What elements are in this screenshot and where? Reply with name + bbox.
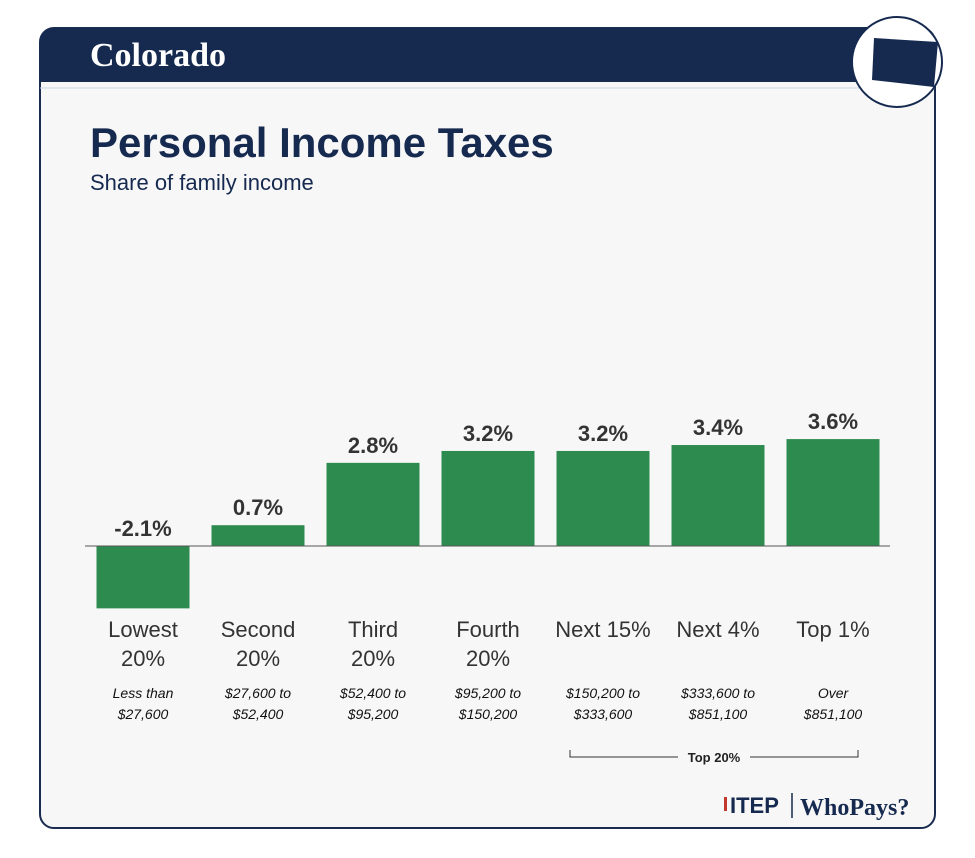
brand: WhoPays? <box>800 795 909 821</box>
state-name: Colorado <box>90 37 226 74</box>
value-label: 2.8% <box>348 433 398 458</box>
category-label: Top 1% <box>796 617 870 642</box>
group-label: Top 20% <box>688 750 741 765</box>
category-label: Third 20% <box>347 617 399 671</box>
bar <box>96 546 190 609</box>
income-range: $333,600 to $851,100 <box>681 685 755 722</box>
state-shape <box>872 38 938 87</box>
bar <box>556 450 650 546</box>
income-range: $27,600 to $52,400 <box>224 685 292 722</box>
chart-subtitle: Share of family income <box>90 170 314 195</box>
value-label: 3.2% <box>463 421 513 446</box>
bar <box>671 445 765 546</box>
category-label: Next 4% <box>676 617 760 642</box>
header-band <box>40 28 935 82</box>
logo: ITEP <box>730 793 779 818</box>
value-label: 3.6% <box>808 409 858 434</box>
category-label: Second 20% <box>220 617 296 671</box>
category-label: Fourth 20% <box>456 617 520 671</box>
bar <box>441 450 535 546</box>
bar <box>326 462 420 546</box>
bar <box>786 439 880 546</box>
chart-title: Personal Income Taxes <box>90 119 554 166</box>
value-label: 3.4% <box>693 415 743 440</box>
bar <box>211 525 305 546</box>
income-range: $52,400 to $95,200 <box>339 685 407 722</box>
logo-mark <box>724 797 727 811</box>
value-label: 3.2% <box>578 421 628 446</box>
category-label: Next 15% <box>555 617 651 642</box>
income-range: Over $851,100 <box>803 685 863 722</box>
income-range: $95,200 to $150,200 <box>454 685 522 722</box>
value-label: 0.7% <box>233 495 283 520</box>
category-label: Lowest 20% <box>108 617 178 671</box>
group-label-bg <box>678 748 750 766</box>
value-label: -2.1% <box>114 516 171 541</box>
income-range: Less than $27,600 <box>112 685 174 722</box>
income-range: $150,200 to $333,600 <box>566 685 640 722</box>
